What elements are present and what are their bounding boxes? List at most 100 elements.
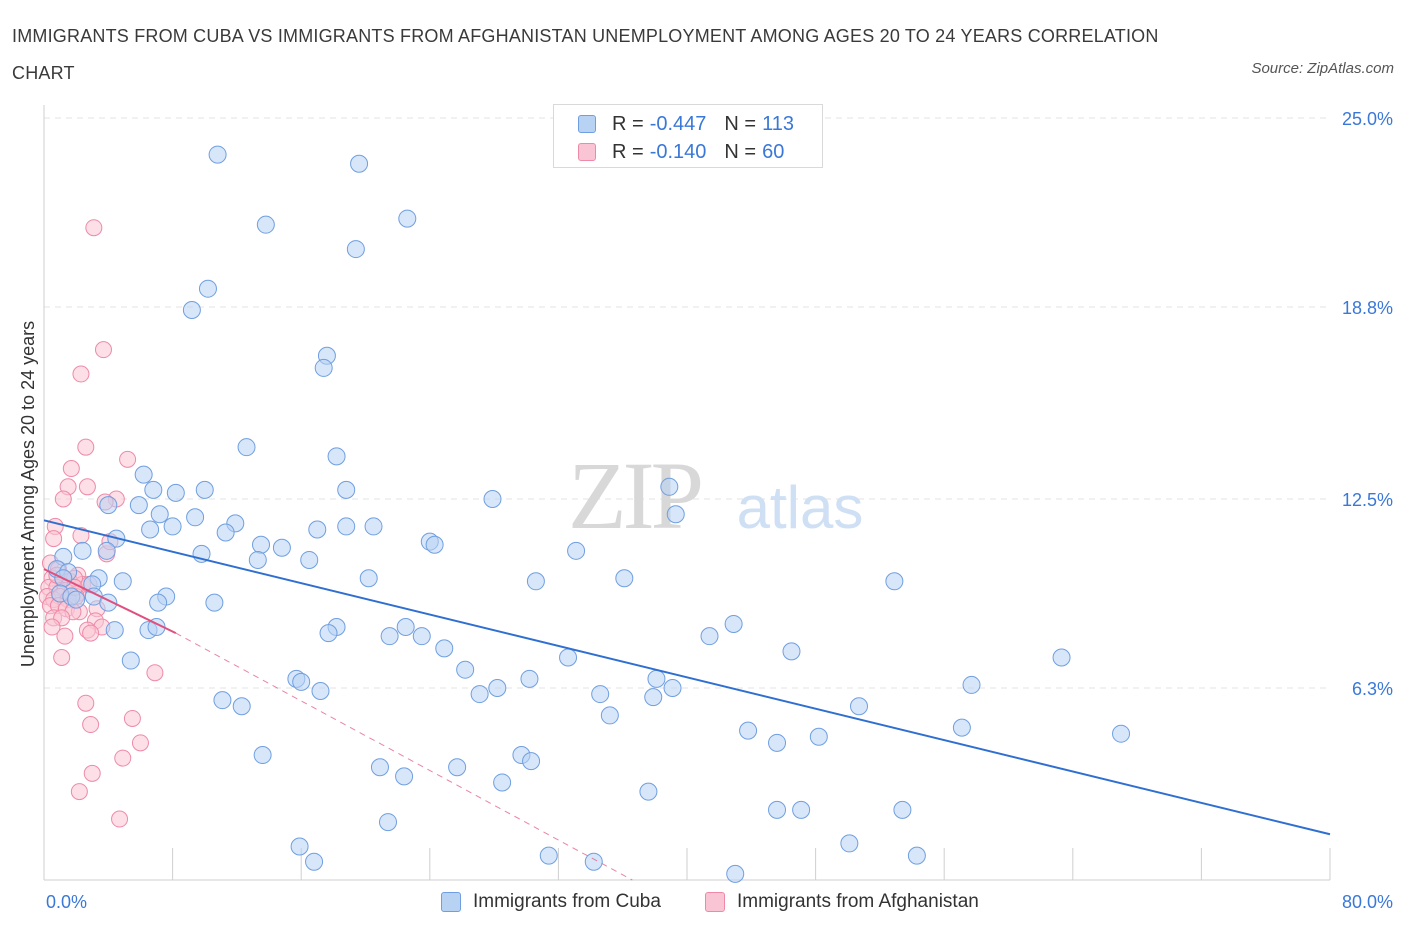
cuba-point: [700, 627, 719, 646]
cuba-point: [907, 846, 926, 865]
cuba-point: [256, 215, 275, 234]
afghanistan-point: [114, 749, 132, 767]
cuba-point: [327, 447, 346, 466]
y-tick-label: 25.0%: [1342, 109, 1393, 129]
cuba-point: [73, 541, 92, 560]
afghanistan-trend-line: [43, 568, 177, 635]
cuba-point: [308, 520, 327, 539]
legend-label-afghanistan: Immigrants from Afghanistan: [737, 891, 979, 912]
cuba-point: [346, 240, 365, 259]
afghanistan-point: [72, 365, 90, 383]
cuba-point: [186, 508, 205, 527]
cuba-point: [248, 550, 267, 569]
afghanistan-point: [82, 716, 100, 734]
afghanistan-point: [119, 450, 137, 468]
cuba-point: [539, 846, 558, 865]
n-value: 60: [762, 140, 785, 163]
afghanistan-point: [146, 664, 164, 682]
cuba-point: [663, 678, 682, 697]
cuba-points: [47, 145, 1131, 883]
afghanistan-point: [85, 219, 103, 237]
cuba-point: [666, 505, 685, 524]
cuba-point: [319, 624, 338, 643]
cuba-point: [337, 480, 356, 499]
cuba-point: [195, 480, 214, 499]
cuba-point: [435, 639, 454, 658]
grid-lines: [44, 117, 1330, 689]
cuba-point: [99, 496, 118, 515]
cuba-point: [768, 800, 787, 819]
y-tick-label: 18.8%: [1342, 298, 1393, 318]
cuba-point: [216, 523, 235, 542]
legend-row-afghanistan: R = -0.140 N = 60: [578, 138, 784, 166]
legend-label-cuba: Immigrants from Cuba: [473, 891, 661, 912]
tick-labels: 6.3% 12.5% 18.8% 25.0% 0.0% 80.0%: [46, 109, 1393, 912]
cuba-point: [97, 541, 116, 560]
cuba-point: [182, 301, 201, 320]
cuba-point: [208, 145, 227, 164]
cuba-point: [121, 651, 140, 670]
cuba-point: [584, 852, 603, 871]
cuba-point: [600, 706, 619, 725]
cuba-point: [166, 483, 185, 502]
cuba-point: [359, 569, 378, 588]
cuba-point: [370, 758, 389, 777]
cuba-point: [726, 864, 745, 883]
cuba-point: [412, 627, 431, 646]
cuba-point: [952, 718, 971, 737]
cuba-point: [311, 682, 330, 701]
cuba-swatch: [441, 892, 461, 912]
afghanistan-swatch: [705, 892, 725, 912]
cuba-point: [134, 465, 153, 484]
n-label: N =: [724, 140, 757, 163]
correlation-legend: R = -0.447 N = 113 R = -0.140 N = 60: [553, 104, 823, 168]
cuba-point: [483, 490, 502, 508]
cuba-point: [615, 569, 634, 588]
n-value: 113: [762, 112, 794, 135]
afghanistan-point: [111, 810, 129, 828]
cuba-point: [644, 688, 663, 707]
afghanistan-swatch: [578, 143, 596, 161]
y-tick-label: 6.3%: [1352, 679, 1393, 699]
trend-lines: [43, 519, 1331, 881]
cuba-point: [559, 648, 578, 667]
cuba-point: [768, 733, 787, 752]
cuba-point: [809, 727, 828, 746]
r-value: -0.447: [649, 112, 707, 135]
cuba-point: [448, 758, 467, 777]
cuba-point: [456, 660, 475, 679]
cuba-point: [113, 572, 132, 591]
cuba-point: [962, 675, 981, 694]
r-label: R =: [612, 140, 644, 163]
afghanistan-trend-extension: [175, 632, 633, 881]
afghanistan-point: [56, 627, 74, 645]
cuba-point: [885, 572, 904, 591]
cuba-point: [205, 593, 224, 612]
cuba-point: [350, 154, 369, 173]
cuba-point: [105, 621, 124, 640]
cuba-point: [893, 800, 912, 819]
cuba-point: [850, 697, 869, 716]
cuba-point: [129, 496, 148, 515]
cuba-point: [380, 627, 399, 646]
afghanistan-point: [62, 460, 80, 478]
r-value: -0.140: [649, 140, 707, 163]
cuba-point: [314, 358, 333, 377]
cuba-point: [253, 746, 272, 765]
watermark-zip: ZIP: [568, 442, 701, 549]
cuba-point: [149, 593, 168, 612]
cuba-point: [163, 517, 182, 536]
cuba-point: [395, 767, 414, 786]
legend-item-afghanistan: Immigrants from Afghanistan: [705, 888, 979, 916]
cuba-point: [425, 535, 444, 554]
cuba-point: [300, 550, 319, 569]
afghanistan-point: [94, 341, 112, 359]
cuba-point: [488, 678, 507, 697]
n-label: N =: [724, 112, 757, 135]
afghanistan-point: [54, 490, 72, 508]
cuba-trend-line: [43, 519, 1331, 836]
r-label: R =: [612, 112, 644, 135]
cuba-point: [526, 572, 545, 591]
cuba-point: [141, 520, 160, 539]
afghanistan-point: [53, 648, 71, 666]
